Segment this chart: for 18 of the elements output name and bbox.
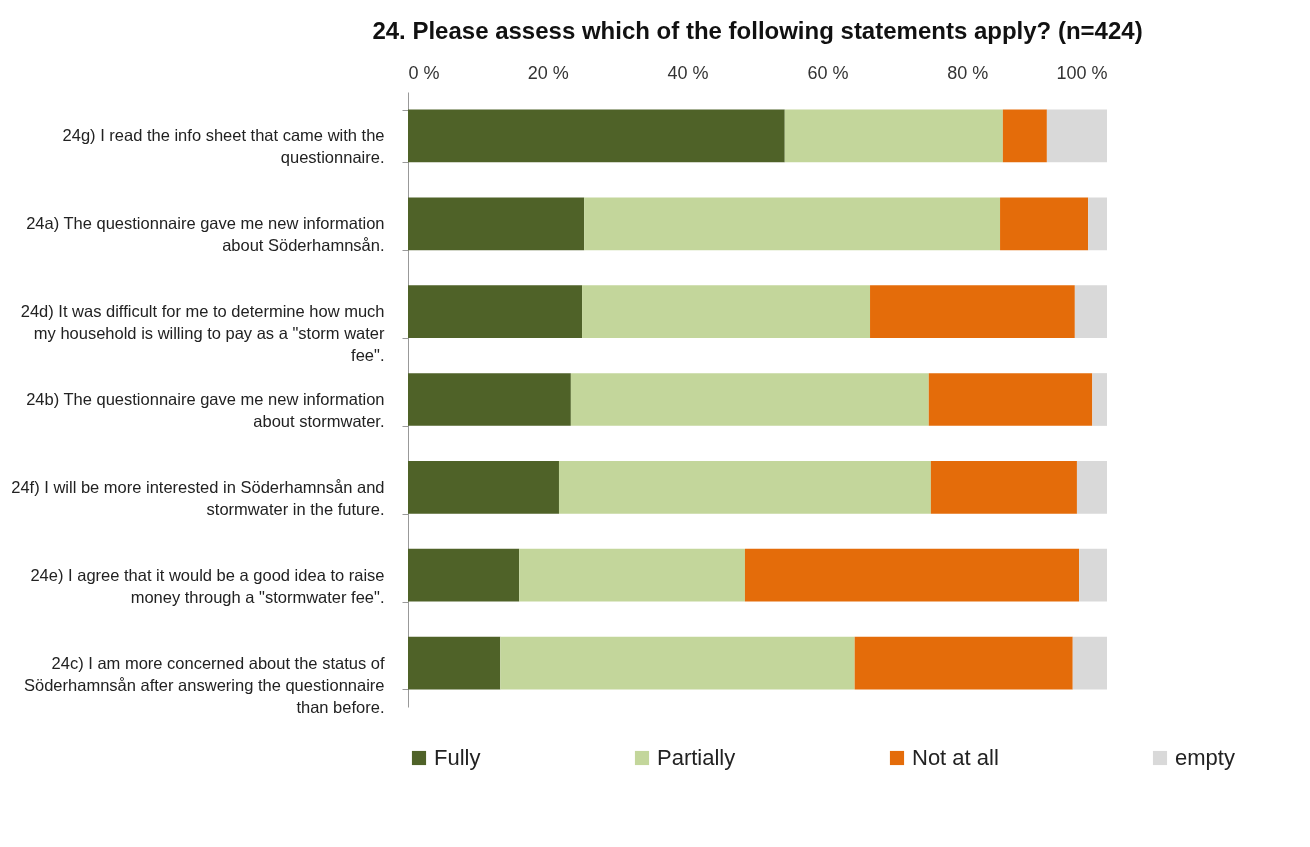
legend-label: Partially	[657, 745, 736, 770]
legend-label: empty	[1175, 745, 1235, 770]
x-tick-label: 100 %	[1056, 62, 1108, 83]
y-tick-label: 24f) I will be more interested in Söderhamnsån and stormwater in the future.	[11, 477, 385, 518]
y-tick-label: 24e) I agree that it would be a good idea to raise money through a "stormwater fee".	[30, 565, 385, 606]
chart-title: 24. Please assess which of the following statements apply? (n=424)	[372, 17, 1143, 44]
x-tick-label: 0 %	[408, 62, 440, 83]
y-tick-label: 24d) It was difficult for me to determine how much my household is willing to pay as a "storm water fee".	[20, 302, 385, 365]
x-tick-label: 20 %	[527, 62, 569, 83]
x-tick-label: 60 %	[807, 62, 849, 83]
legend-label: Not at all	[912, 745, 999, 770]
y-tick-label: 24b) The questionnaire gave me new information about stormwater.	[26, 390, 385, 430]
x-tick-label: 40 %	[667, 62, 709, 83]
y-tick-label: 24c) I am more concerned about the status of Söderhamnsån after answering the questionnaire than before.	[24, 653, 385, 716]
y-tick-label: 24g) I read the info sheet that came with the questionnaire.	[62, 126, 385, 167]
x-tick-label: 80 %	[947, 62, 989, 83]
y-tick-label: 24a) The questionnaire gave me new information about Söderhamnsån.	[26, 214, 385, 255]
legend-label: Fully	[434, 745, 481, 770]
